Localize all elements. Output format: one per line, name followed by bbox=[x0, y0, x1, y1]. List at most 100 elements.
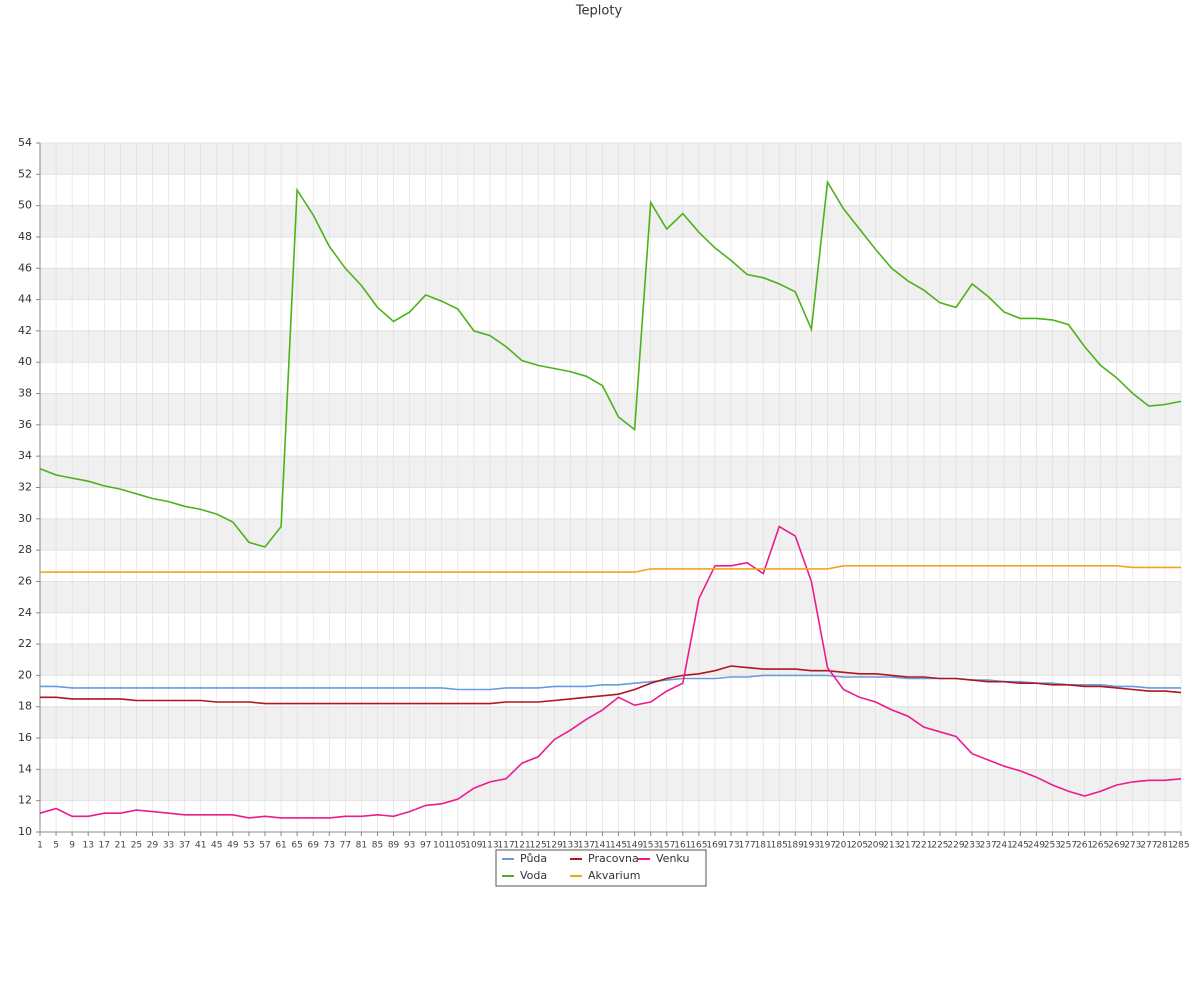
x-tick-label: 121 bbox=[514, 841, 531, 851]
y-tick-label: 28 bbox=[18, 543, 32, 556]
x-tick-label: 9 bbox=[69, 841, 75, 851]
x-tick-label: 29 bbox=[147, 841, 159, 851]
x-tick-label: 201 bbox=[835, 841, 852, 851]
x-tick-label: 261 bbox=[1076, 841, 1093, 851]
x-tick-label: 249 bbox=[1028, 841, 1045, 851]
x-tick-label: 77 bbox=[340, 841, 351, 851]
x-tick-label: 37 bbox=[179, 841, 190, 851]
x-tick-label: 161 bbox=[674, 841, 691, 851]
x-tick-label: 209 bbox=[867, 841, 884, 851]
y-tick-label: 30 bbox=[18, 512, 32, 525]
x-tick-label: 73 bbox=[324, 841, 335, 851]
y-tick-label: 52 bbox=[18, 167, 32, 180]
x-tick-label: 233 bbox=[963, 841, 980, 851]
x-tick-label: 133 bbox=[562, 841, 579, 851]
x-tick-label: 13 bbox=[82, 841, 93, 851]
x-tick-label: 65 bbox=[291, 841, 302, 851]
x-tick-label: 229 bbox=[947, 841, 964, 851]
x-tick-label: 197 bbox=[819, 841, 836, 851]
x-tick-label: 253 bbox=[1044, 841, 1061, 851]
x-tick-label: 53 bbox=[243, 841, 254, 851]
x-tick-label: 17 bbox=[99, 841, 110, 851]
x-tick-label: 125 bbox=[530, 841, 547, 851]
legend-label: Voda bbox=[520, 869, 547, 882]
x-tick-label: 205 bbox=[851, 841, 868, 851]
grid-band bbox=[40, 393, 1181, 425]
series-line bbox=[39, 179, 1182, 548]
y-tick-label: 20 bbox=[18, 668, 32, 681]
x-tick-label: 45 bbox=[211, 841, 222, 851]
x-tick-label: 185 bbox=[771, 841, 788, 851]
x-tick-label: 81 bbox=[356, 841, 367, 851]
x-tick-label: 269 bbox=[1108, 841, 1125, 851]
legend-label: Půda bbox=[520, 852, 547, 865]
grid-band bbox=[40, 205, 1181, 237]
grid-band bbox=[40, 706, 1181, 739]
x-tick-label: 5 bbox=[53, 841, 59, 851]
grid-band bbox=[40, 644, 1181, 676]
grid-band bbox=[40, 456, 1181, 488]
x-tick-label: 165 bbox=[690, 841, 707, 851]
y-tick-label: 10 bbox=[18, 825, 32, 838]
x-tick-label: 109 bbox=[465, 841, 482, 851]
y-tick-label: 40 bbox=[18, 355, 32, 368]
x-tick-label: 157 bbox=[658, 841, 675, 851]
x-tick-label: 257 bbox=[1060, 841, 1077, 851]
x-tick-label: 41 bbox=[195, 841, 206, 851]
y-tick-label: 48 bbox=[18, 230, 32, 243]
x-tick-label: 245 bbox=[1012, 841, 1029, 851]
x-tick-label: 101 bbox=[433, 841, 450, 851]
x-tick-label: 113 bbox=[481, 841, 498, 851]
x-tick-label: 213 bbox=[883, 841, 900, 851]
y-tick-label: 26 bbox=[18, 574, 32, 587]
x-tick-label: 217 bbox=[899, 841, 916, 851]
grid-band bbox=[40, 581, 1181, 613]
y-tick-label: 24 bbox=[18, 606, 32, 619]
x-tick-label: 117 bbox=[497, 841, 514, 851]
x-tick-label: 265 bbox=[1092, 841, 1109, 851]
y-tick-label: 18 bbox=[18, 700, 32, 713]
x-tick-label: 153 bbox=[642, 841, 659, 851]
series-line bbox=[39, 525, 1182, 819]
x-tick-label: 277 bbox=[1140, 841, 1157, 851]
x-tick-label: 281 bbox=[1156, 841, 1173, 851]
y-tick-label: 36 bbox=[18, 418, 32, 431]
grid-band bbox=[40, 769, 1181, 801]
x-tick-label: 129 bbox=[546, 841, 563, 851]
y-tick-label: 16 bbox=[18, 731, 32, 744]
x-tick-label: 225 bbox=[931, 841, 948, 851]
x-tick-label: 69 bbox=[307, 841, 319, 851]
y-tick-label: 50 bbox=[18, 199, 32, 212]
grid-band bbox=[40, 330, 1181, 363]
x-tick-label: 97 bbox=[420, 841, 431, 851]
x-tick-label: 273 bbox=[1124, 841, 1141, 851]
series-line bbox=[40, 565, 1181, 573]
grid-band bbox=[40, 268, 1181, 300]
x-tick-label: 57 bbox=[259, 841, 270, 851]
x-tick-label: 105 bbox=[449, 841, 466, 851]
x-tick-label: 1 bbox=[37, 841, 43, 851]
x-tick-label: 169 bbox=[706, 841, 723, 851]
x-tick-label: 49 bbox=[227, 841, 239, 851]
legend-box bbox=[495, 849, 707, 887]
y-tick-label: 34 bbox=[18, 449, 32, 462]
y-tick-label: 44 bbox=[18, 293, 32, 306]
x-tick-label: 177 bbox=[739, 841, 756, 851]
y-tick-label: 42 bbox=[18, 324, 32, 337]
y-tick-label: 54 bbox=[18, 136, 32, 149]
x-tick-label: 93 bbox=[404, 841, 415, 851]
x-tick-label: 145 bbox=[610, 841, 627, 851]
x-tick-label: 89 bbox=[388, 841, 400, 851]
x-tick-label: 241 bbox=[996, 841, 1013, 851]
x-tick-label: 61 bbox=[275, 841, 286, 851]
grid-band bbox=[40, 143, 1181, 175]
legend-label: Venku bbox=[656, 852, 689, 865]
x-tick-label: 221 bbox=[915, 841, 932, 851]
legend-label: Pracovna bbox=[588, 852, 639, 865]
y-tick-label: 46 bbox=[18, 261, 32, 274]
series-line bbox=[40, 665, 1182, 705]
x-tick-label: 173 bbox=[722, 841, 739, 851]
x-tick-label: 33 bbox=[163, 841, 174, 851]
y-tick-label: 14 bbox=[18, 762, 32, 775]
